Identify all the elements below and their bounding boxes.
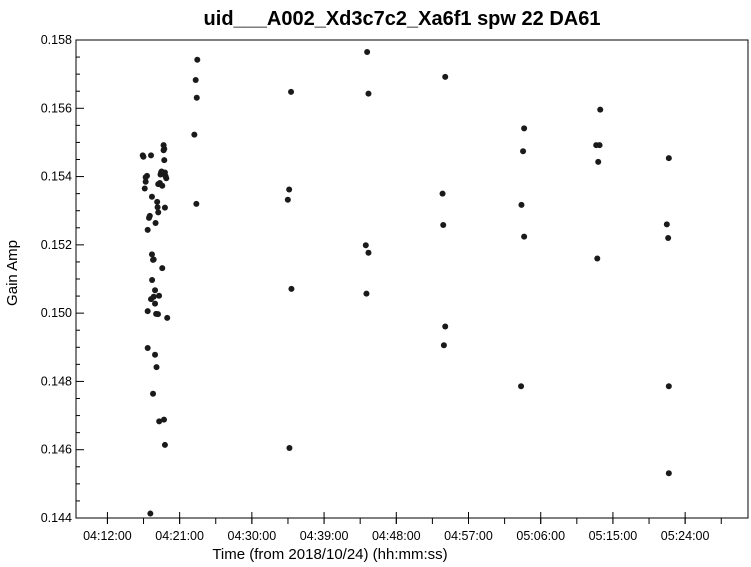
data-point [442, 73, 449, 80]
y-tick-label: 0.148 [41, 374, 72, 388]
data-point [146, 212, 153, 219]
x-tick-label: 04:48:00 [372, 529, 421, 543]
data-point [152, 220, 159, 227]
data-point [191, 131, 198, 138]
x-tick-label: 05:15:00 [589, 529, 638, 543]
y-tick-label: 0.158 [41, 33, 72, 47]
data-point [152, 300, 159, 307]
data-point [148, 193, 155, 200]
y-tick-label: 0.146 [41, 443, 72, 457]
plot-frame [75, 39, 749, 519]
data-point [159, 182, 166, 189]
data-point [365, 90, 372, 97]
x-axis: 04:12:00 04:21:00 04:30:00 04:39:00 04:48:00… [83, 512, 722, 543]
chart-title: uid___A002_Xd3c7c2_Xa6f1 spw 22 DA61 [204, 8, 601, 30]
y-axis-label: Gain Amp [4, 240, 21, 306]
data-point [153, 364, 160, 371]
data-point [161, 441, 168, 448]
data-point [154, 311, 161, 318]
data-point [144, 344, 151, 351]
data-point [144, 226, 151, 233]
data-point [364, 48, 371, 55]
data-point [152, 287, 159, 294]
data-point [362, 242, 369, 249]
data-point [665, 383, 672, 390]
x-tick-label: 05:06:00 [516, 529, 565, 543]
data-point [150, 256, 157, 263]
data-point [155, 209, 162, 216]
data-point [288, 88, 295, 95]
data-point [286, 445, 293, 452]
data-point [440, 222, 447, 229]
data-point [286, 186, 293, 193]
y-tick-label: 0.150 [41, 306, 72, 320]
data-point [193, 200, 200, 207]
y-tick-label: 0.144 [41, 511, 72, 525]
data-point [154, 198, 161, 205]
data-point [164, 314, 171, 321]
data-point [665, 155, 672, 162]
y-tick-label: 0.154 [41, 170, 72, 184]
data-point [194, 56, 201, 63]
x-tick-label: 04:30:00 [228, 529, 277, 543]
data-point [363, 290, 370, 297]
data-point [518, 383, 525, 390]
data-point [156, 292, 163, 299]
data-point [144, 308, 151, 315]
data-point [148, 251, 155, 258]
data-point [192, 76, 199, 83]
data-point [193, 94, 200, 101]
data-point [521, 125, 528, 132]
data-point [365, 249, 372, 256]
y-axis: 0.144 0.146 0.148 0.150 0.152 0.154 0.156 0.158 [41, 33, 84, 525]
data-point [154, 204, 161, 211]
data-point [442, 323, 449, 330]
data-point [665, 235, 672, 242]
y-tick-label: 0.156 [41, 101, 72, 115]
data-point [161, 157, 168, 164]
x-tick-label: 04:39:00 [300, 529, 349, 543]
data-point [147, 510, 154, 517]
data-point [518, 201, 525, 208]
x-tick-label: 04:21:00 [155, 529, 204, 543]
data-point [663, 221, 670, 228]
data-point [141, 185, 148, 192]
data-point [596, 142, 603, 149]
data-point [142, 178, 149, 185]
x-tick-label: 04:57:00 [444, 529, 493, 543]
x-tick-label: 04:12:00 [83, 529, 132, 543]
data-point [148, 152, 155, 159]
data-points [139, 48, 672, 517]
data-point [149, 277, 156, 284]
data-point [156, 418, 163, 425]
data-point [288, 285, 295, 292]
data-point [440, 342, 447, 349]
data-point [152, 351, 159, 358]
data-point [150, 390, 157, 397]
x-axis-label: Time (from 2018/10/24) (hh:mm:ss) [212, 546, 447, 563]
data-point [284, 196, 291, 203]
data-point [161, 204, 168, 211]
data-point [597, 106, 604, 113]
data-point [595, 158, 602, 165]
data-point [439, 190, 446, 197]
x-tick-label: 05:24:00 [661, 529, 710, 543]
data-point [160, 147, 167, 154]
data-point [163, 175, 170, 182]
data-point [144, 172, 151, 179]
plot-border [75, 39, 749, 519]
data-point [159, 265, 166, 272]
data-point [594, 255, 601, 262]
data-point [520, 148, 527, 155]
data-point [521, 233, 528, 240]
data-point [665, 470, 672, 477]
data-point [160, 416, 167, 423]
y-tick-label: 0.152 [41, 238, 72, 252]
data-point [150, 293, 157, 300]
data-point [140, 153, 147, 160]
